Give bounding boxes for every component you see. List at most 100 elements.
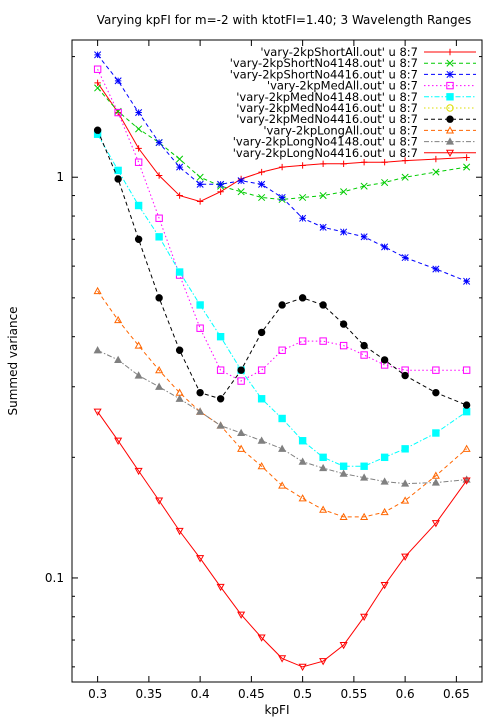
data-point bbox=[431, 520, 440, 528]
data-point bbox=[360, 159, 368, 166]
data-point bbox=[155, 294, 163, 302]
data-point bbox=[155, 497, 164, 505]
legend-label: 'vary-2kpLongNo4416.out' u 8:7 bbox=[233, 146, 418, 160]
data-point bbox=[237, 177, 245, 185]
data-point bbox=[339, 642, 348, 650]
data-point bbox=[237, 366, 245, 374]
data-point bbox=[135, 109, 143, 117]
data-point bbox=[432, 429, 440, 437]
data-point bbox=[278, 444, 287, 452]
data-point bbox=[380, 581, 389, 590]
data-point bbox=[237, 188, 245, 196]
data-point bbox=[319, 337, 327, 345]
data-point bbox=[258, 193, 266, 202]
data-point bbox=[93, 126, 102, 134]
data-point bbox=[114, 166, 122, 175]
data-point bbox=[94, 51, 102, 59]
data-point bbox=[360, 341, 368, 350]
legend-marker bbox=[446, 93, 454, 101]
series-line bbox=[97, 411, 468, 668]
data-point bbox=[380, 507, 389, 516]
data-point bbox=[216, 395, 225, 403]
legend-label: 'vary-2kpShortNo4416.out' u 8:7 bbox=[230, 67, 418, 81]
data-point bbox=[278, 414, 286, 423]
series-3 bbox=[94, 51, 471, 285]
data-point bbox=[381, 243, 389, 251]
data-point bbox=[134, 371, 143, 379]
series-line bbox=[97, 87, 467, 201]
data-point bbox=[176, 155, 184, 163]
y-tick-label: 0.1 bbox=[45, 571, 64, 585]
data-point bbox=[319, 301, 327, 309]
legend-marker bbox=[446, 104, 454, 112]
data-point bbox=[175, 268, 184, 276]
data-point bbox=[432, 168, 440, 176]
data-point bbox=[462, 401, 471, 409]
x-axis-label: kpFI bbox=[264, 703, 289, 717]
x-tick-label: 0.3 bbox=[88, 687, 107, 701]
series-line bbox=[97, 82, 467, 203]
data-point bbox=[298, 294, 307, 302]
data-point bbox=[319, 463, 328, 472]
data-point bbox=[114, 109, 122, 116]
data-point bbox=[93, 65, 102, 73]
legend-marker bbox=[446, 59, 454, 67]
data-point bbox=[463, 154, 470, 161]
data-point bbox=[431, 478, 440, 486]
x-tick-label: 0.6 bbox=[396, 687, 415, 701]
x-tick-label: 0.35 bbox=[136, 687, 163, 701]
data-point bbox=[196, 388, 204, 397]
data-point bbox=[257, 462, 266, 470]
data-point bbox=[298, 337, 307, 345]
series-7 bbox=[93, 126, 471, 409]
series-1 bbox=[94, 79, 470, 205]
legend-label: 'vary-2kpMedNo4416.out' u 8:7 bbox=[236, 101, 418, 115]
data-point bbox=[432, 265, 440, 273]
data-point bbox=[360, 182, 368, 190]
data-point bbox=[298, 457, 307, 465]
data-point bbox=[155, 214, 163, 222]
data-point bbox=[134, 341, 143, 349]
data-point bbox=[94, 84, 102, 92]
data-point bbox=[462, 407, 471, 416]
data-point bbox=[114, 77, 122, 85]
x-tick-label: 0.55 bbox=[341, 687, 368, 701]
data-point bbox=[401, 173, 409, 181]
data-point bbox=[339, 462, 348, 470]
legend-marker bbox=[445, 137, 455, 145]
data-point bbox=[360, 233, 368, 241]
data-point bbox=[216, 366, 225, 374]
chart-title: Varying kpFI for m=-2 with ktotFI=1.40; … bbox=[97, 13, 471, 27]
data-point bbox=[176, 192, 183, 199]
data-point bbox=[381, 159, 388, 166]
data-point bbox=[339, 469, 348, 477]
data-point bbox=[401, 553, 410, 561]
data-point bbox=[298, 437, 307, 445]
data-point bbox=[401, 479, 410, 487]
data-point bbox=[135, 145, 142, 152]
data-point bbox=[431, 471, 440, 479]
data-point bbox=[360, 512, 369, 520]
data-point bbox=[237, 377, 245, 385]
data-point bbox=[258, 168, 265, 176]
series-9 bbox=[93, 346, 471, 487]
data-point bbox=[176, 163, 184, 171]
data-point bbox=[196, 301, 204, 309]
data-point bbox=[257, 328, 266, 337]
data-point bbox=[216, 421, 225, 429]
data-point bbox=[319, 223, 327, 231]
series-10 bbox=[93, 408, 471, 672]
data-point bbox=[278, 301, 286, 309]
data-point bbox=[380, 453, 389, 462]
data-point bbox=[155, 172, 163, 179]
legend-label: 'vary-2kpShortAll.out' u 8:7 bbox=[260, 45, 418, 59]
data-point bbox=[237, 611, 246, 619]
data-point bbox=[134, 467, 143, 476]
data-point bbox=[380, 477, 389, 485]
data-point bbox=[216, 332, 225, 341]
data-point bbox=[401, 157, 409, 164]
data-point bbox=[319, 505, 328, 513]
data-point bbox=[298, 494, 307, 502]
